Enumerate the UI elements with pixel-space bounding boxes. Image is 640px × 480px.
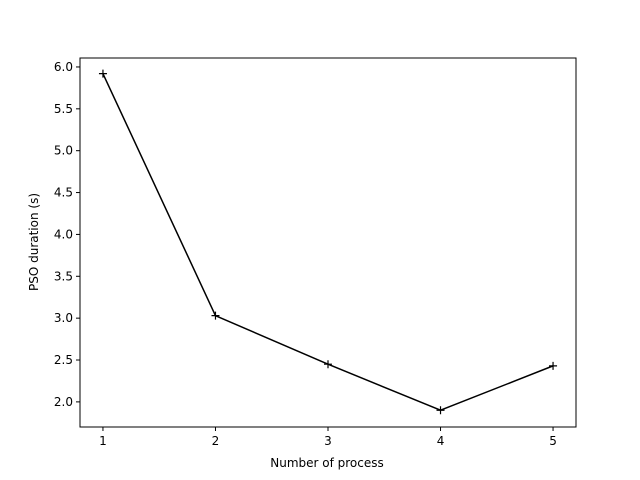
x-tick-label: 4 (437, 434, 445, 448)
x-tick-label: 3 (324, 434, 332, 448)
point-marker (324, 360, 332, 369)
y-tick-label: 3.5 (54, 269, 73, 283)
y-tick-label: 3.0 (54, 311, 73, 325)
plot-frame (79, 57, 577, 428)
y-axis-label: PSO duration (s) (27, 193, 41, 291)
data-line (102, 73, 554, 412)
point-marker (211, 311, 220, 320)
x-tick-label: 2 (212, 434, 220, 448)
y-tick-label: 4.0 (54, 227, 73, 241)
point-marker (98, 69, 107, 78)
y-tick-label: 2.5 (54, 353, 73, 367)
y-tick-label: 2.0 (54, 395, 73, 409)
point-marker (436, 406, 445, 415)
y-tick-label: 5.5 (54, 102, 73, 116)
y-tick-label: 5.0 (54, 144, 73, 158)
x-tick-label: 1 (99, 434, 107, 448)
x-tick-label: 5 (549, 434, 557, 448)
x-axis-label: Number of process (270, 456, 384, 470)
point-marker (549, 361, 558, 370)
y-tick-label: 4.5 (54, 186, 73, 200)
y-tick-label: 6.0 (54, 60, 73, 74)
